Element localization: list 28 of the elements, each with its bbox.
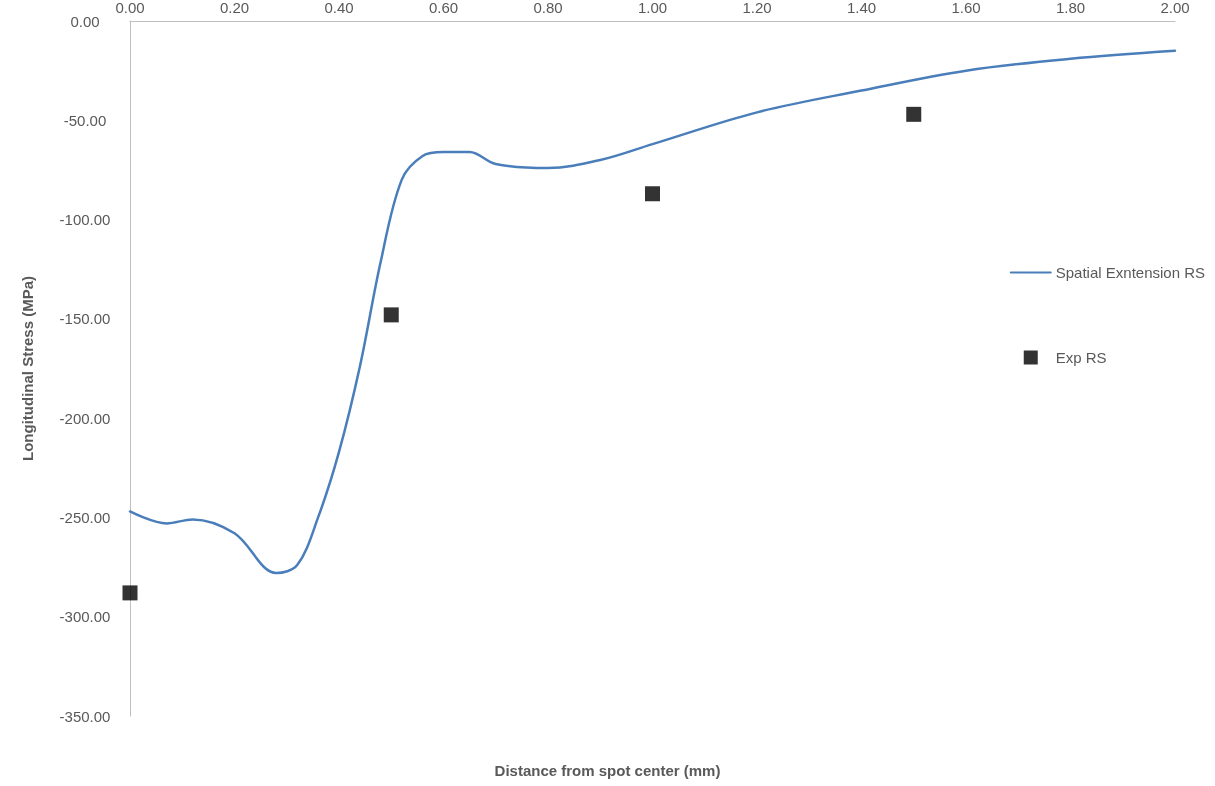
- x-tick-label: 1.80: [1055, 0, 1086, 16]
- y-tick-label: -50.00: [63, 111, 107, 129]
- x-tick-label: 0.40: [324, 0, 354, 16]
- x-tick-label: 0.80: [533, 0, 563, 16]
- point: [383, 307, 399, 323]
- point: [645, 186, 660, 202]
- x-tick-label: 1.20: [742, 0, 772, 16]
- x-tick-label: 2.00: [1160, 0, 1190, 16]
- x-tick-label: 0.60: [428, 0, 459, 16]
- line-series: [128, 49, 1177, 575]
- y-tick-label: -300.00: [59, 608, 111, 626]
- legend-label: Spatial Exntension RS: [1055, 264, 1206, 281]
- y-tick-label: -250.00: [59, 508, 111, 526]
- y-tick-label: 0.00: [70, 12, 100, 30]
- point: [906, 106, 922, 122]
- y-tick-label: -100.00: [59, 211, 111, 229]
- y-axis-title: Longitudinal Stress (MPa): [19, 275, 36, 462]
- x-tick-label: 1.00: [637, 0, 668, 16]
- point: [122, 585, 138, 601]
- y-tick-label: -200.00: [59, 409, 111, 427]
- legend-label: Exp RS: [1055, 349, 1107, 366]
- x-tick-label: 1.40: [846, 0, 877, 16]
- x-tick-label: 0.20: [219, 0, 250, 16]
- y-tick-label: -350.00: [59, 707, 111, 725]
- x-axis-title: Distance from spot center (mm): [494, 762, 721, 779]
- x-tick-label: 0.00: [115, 0, 145, 16]
- y-tick-label: -150.00: [59, 310, 111, 328]
- x-tick-label: 1.60: [951, 0, 981, 16]
